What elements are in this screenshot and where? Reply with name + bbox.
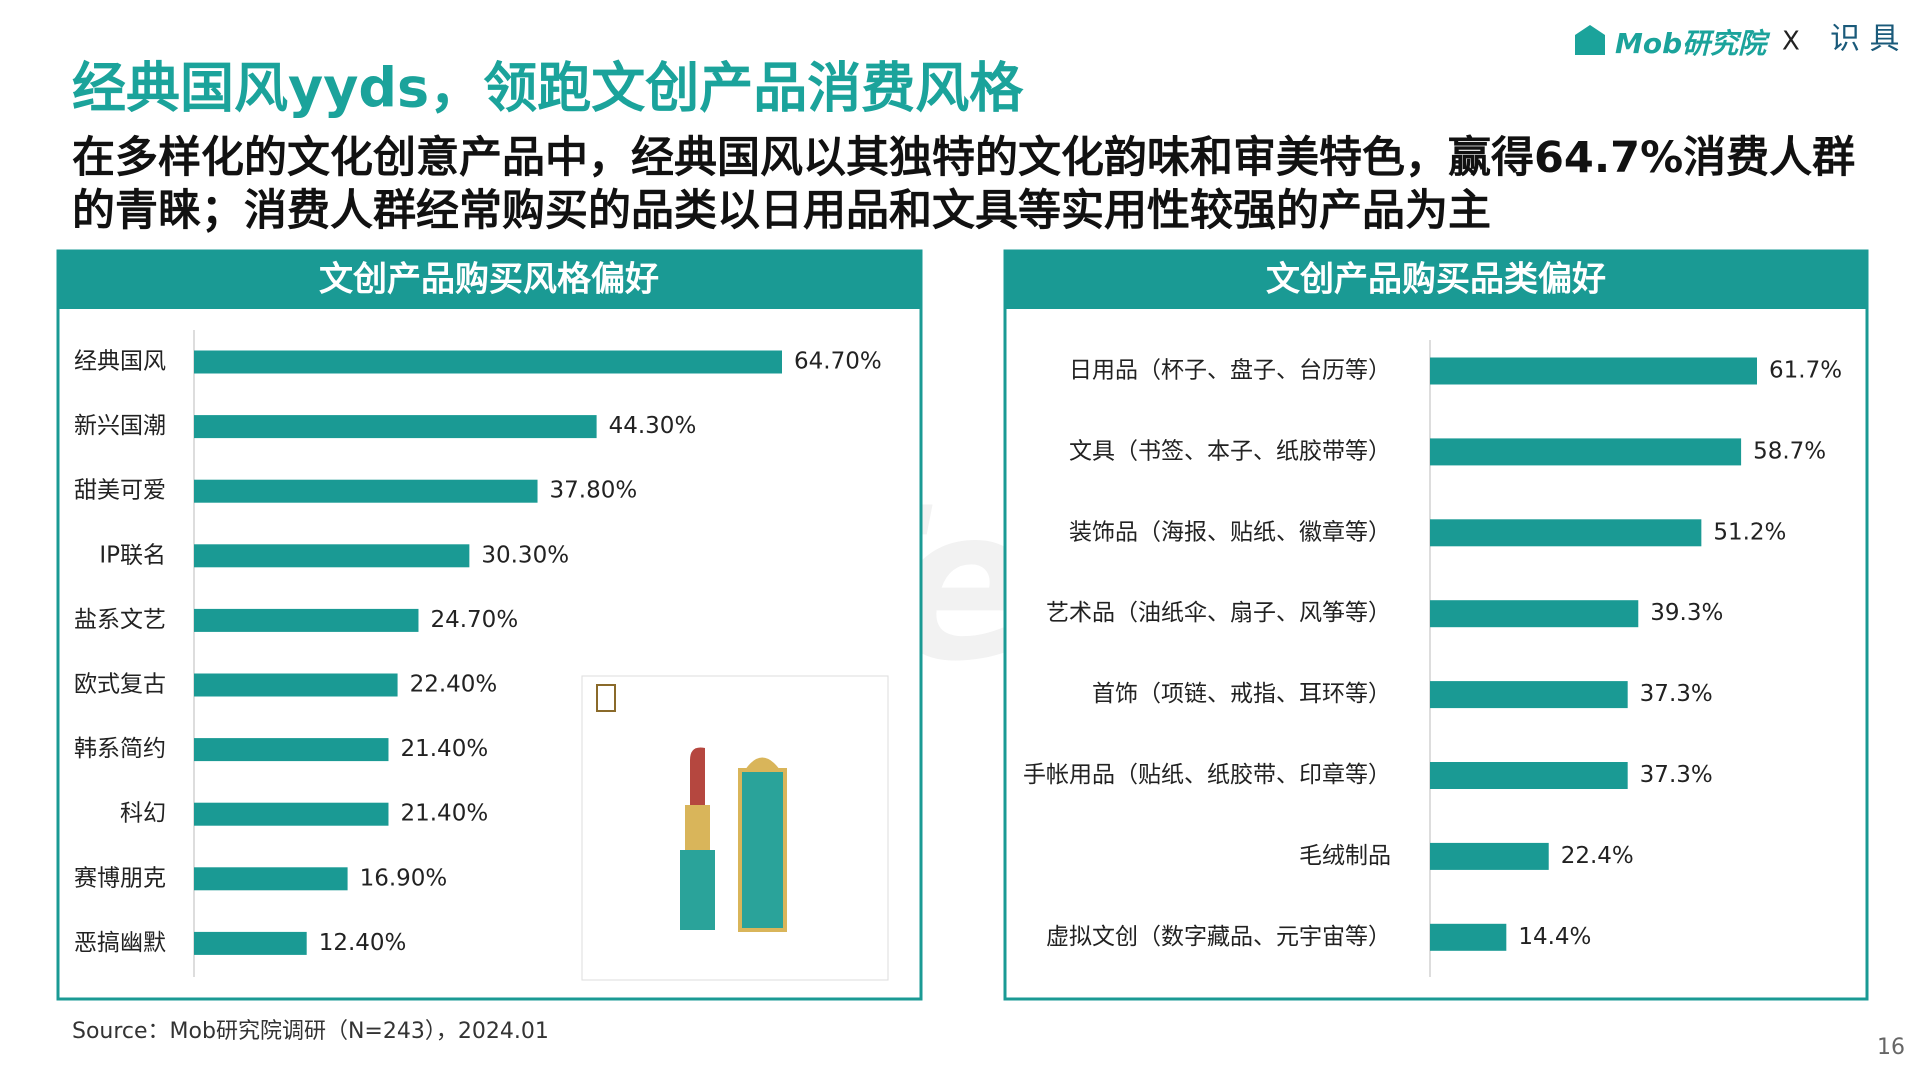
value-label: 37.80% [550, 478, 638, 504]
bar [194, 544, 470, 568]
chart-title: 文创产品购买品类偏好 [1266, 260, 1606, 300]
category-label: 文具（书签、本子、纸胶带等） [1069, 438, 1391, 464]
lipstick-cap [745, 757, 780, 770]
value-label: 51.2% [1713, 519, 1786, 545]
value-label: 37.3% [1640, 681, 1713, 707]
value-label: 24.70% [430, 607, 518, 633]
category-label: IP联名 [99, 542, 166, 568]
category-label: 新兴国潮 [74, 413, 166, 439]
chart-title: 文创产品购买风格偏好 [319, 260, 659, 300]
bar [1430, 923, 1507, 951]
subtitle: 在多样化的文化创意产品中，经典国风以其独特的文化韵味和审美特色，赢得64.7%消… [72, 133, 1856, 236]
bar [194, 802, 389, 826]
product-image [581, 675, 889, 981]
value-label: 37.3% [1640, 762, 1713, 788]
partner-logo: 识 具 [1830, 22, 1900, 57]
category-label: 经典国风 [74, 349, 166, 375]
value-label: 22.40% [410, 672, 498, 698]
category-label: 装饰品（海报、贴纸、徽章等） [1069, 519, 1391, 545]
bar [1430, 438, 1742, 466]
value-label: 21.40% [400, 801, 488, 827]
bar [1430, 600, 1639, 628]
category-label: 日用品（杯子、盘子、台历等） [1069, 358, 1391, 384]
lipstick-bullet [690, 747, 705, 805]
bar [194, 479, 538, 503]
category-label: 恶搞幽默 [74, 930, 166, 956]
image-card [581, 675, 889, 981]
category-label: 虚拟文创（数字藏品、元宇宙等） [1046, 924, 1391, 950]
bar [194, 415, 597, 439]
lipstick-case [738, 768, 787, 932]
category-label: 毛绒制品 [1299, 843, 1391, 869]
lipstick-gold [685, 805, 710, 850]
title: 经典国风yyds，领跑文创产品消费风格 [72, 57, 1024, 120]
bar [194, 867, 348, 891]
category-label: 艺术品（油纸伞、扇子、风筝等） [1046, 600, 1391, 626]
logo-icon [1575, 25, 1605, 55]
bar [1430, 762, 1628, 789]
bar [1430, 681, 1628, 709]
bar [194, 608, 419, 632]
bar [1430, 842, 1549, 870]
bar [194, 350, 782, 374]
bar [194, 738, 389, 762]
value-label: 58.7% [1753, 438, 1826, 464]
source: Source：Mob研究院调研（N=243），2024.01 [72, 1019, 549, 1044]
category-label: 手帐用品（贴纸、纸胶带、印章等） [1023, 762, 1391, 788]
image-emblem [596, 684, 616, 712]
value-label: 16.90% [360, 865, 448, 891]
value-label: 12.40% [319, 930, 407, 956]
bar [1430, 357, 1757, 385]
bar [194, 673, 398, 697]
category-label: 盐系文艺 [74, 607, 166, 633]
category-label: 赛博朋克 [74, 865, 166, 891]
value-label: 39.3% [1650, 600, 1723, 626]
lipstick-body [680, 850, 715, 930]
bar [194, 931, 307, 955]
category-label: 首饰（项链、戒指、耳环等） [1092, 681, 1391, 707]
page-number: 16 [1877, 1035, 1905, 1060]
value-label: 64.70% [794, 349, 882, 375]
bar [1430, 519, 1702, 547]
panel-header [58, 251, 921, 309]
category-label: 甜美可爱 [74, 478, 166, 504]
logo: Mob研究院 [1615, 27, 1771, 60]
value-label: 44.30% [609, 413, 697, 439]
value-label: 61.7% [1769, 358, 1842, 384]
value-label: 21.40% [400, 736, 488, 762]
value-label: 30.30% [481, 542, 569, 568]
category-label: 韩系简约 [74, 736, 166, 762]
panel-header [1005, 251, 1867, 309]
category-label: 欧式复古 [74, 672, 166, 698]
value-label: 22.4% [1561, 843, 1634, 869]
category-label: 科幻 [120, 801, 166, 827]
value-label: 14.4% [1518, 924, 1591, 950]
logo-sep: X [1782, 27, 1800, 57]
